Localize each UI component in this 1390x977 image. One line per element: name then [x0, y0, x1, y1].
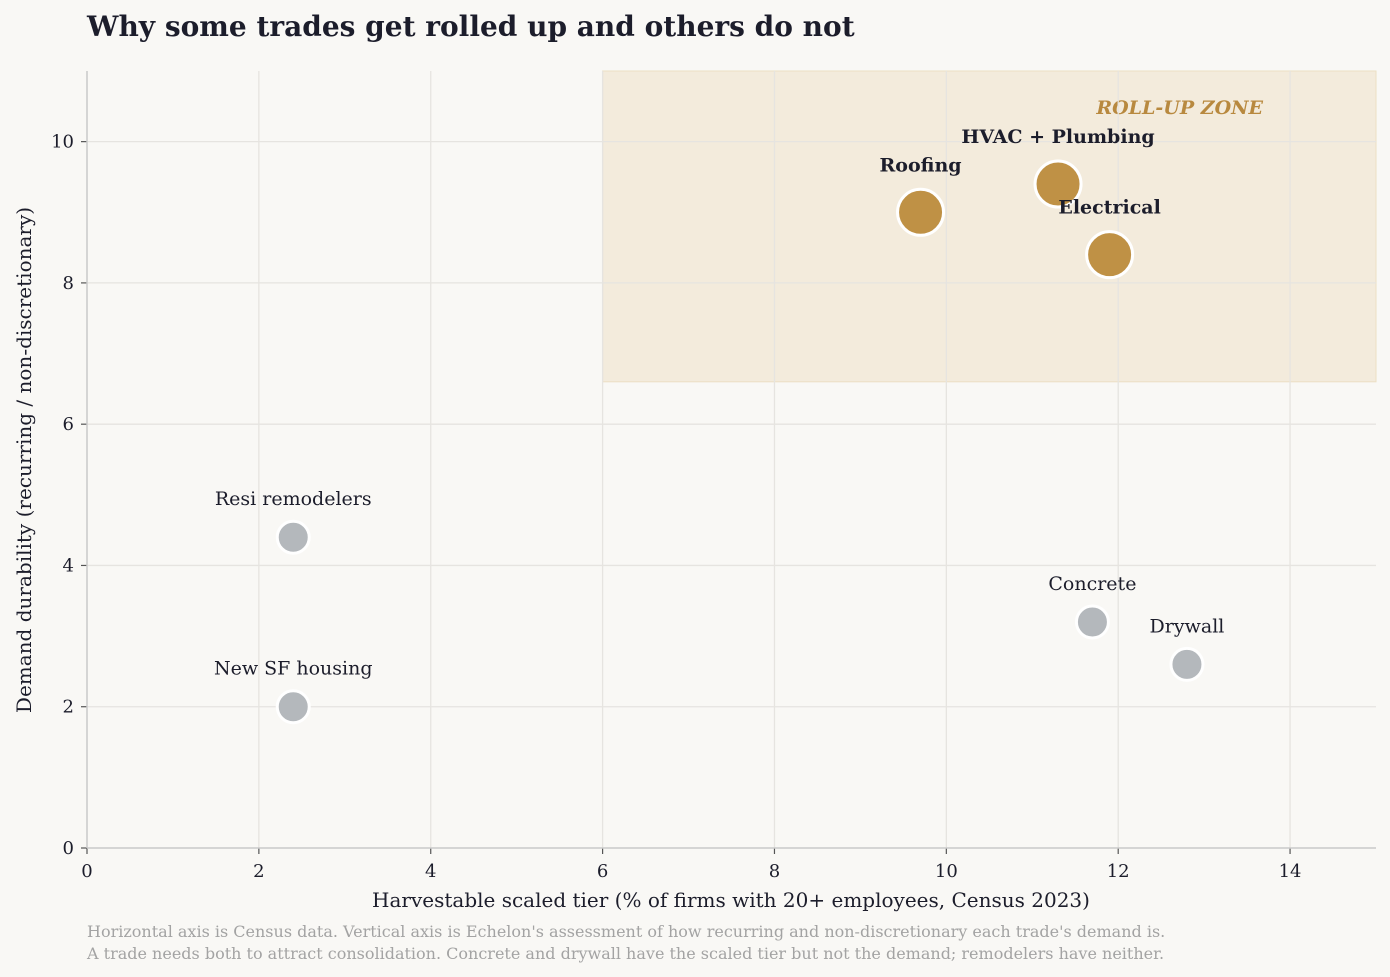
- x-tick-label: 14: [1279, 861, 1302, 882]
- x-axis-label: Harvestable scaled tier (% of firms with…: [372, 888, 1090, 912]
- x-tick-label: 12: [1107, 861, 1130, 882]
- points-layer: [275, 159, 1205, 725]
- x-tick-label: 10: [935, 861, 958, 882]
- x-tick-label: 4: [425, 861, 436, 882]
- x-tick-label: 2: [253, 861, 264, 882]
- highlight-point: [1033, 159, 1083, 209]
- y-tick-label: 8: [63, 273, 74, 294]
- muted-point: [275, 689, 311, 725]
- point-label: Drywall: [1150, 615, 1225, 637]
- muted-point: [1169, 646, 1205, 682]
- point-label: Roofing: [880, 154, 962, 176]
- highlight-point: [1085, 230, 1135, 280]
- y-axis-label: Demand durability (recurring / non-discr…: [12, 207, 36, 713]
- footnote-line-2: A trade needs both to attract consolidat…: [87, 944, 1165, 963]
- footnote-line-1: Horizontal axis is Census data. Vertical…: [87, 922, 1166, 941]
- roll-up-zone: [602, 70, 1377, 383]
- y-tick-label: 4: [63, 555, 74, 576]
- point-label: Resi remodelers: [215, 488, 372, 510]
- roll-up-zone-layer: ROLL-UP ZONE: [602, 70, 1377, 383]
- roll-up-zone-label: ROLL-UP ZONE: [1095, 97, 1263, 119]
- x-tick-label: 6: [597, 861, 608, 882]
- highlight-point: [896, 187, 946, 237]
- y-tick-label: 6: [63, 414, 74, 435]
- y-tick-label: 0: [63, 838, 74, 859]
- y-tick-label: 10: [51, 132, 74, 153]
- y-tick-label: 2: [63, 697, 74, 718]
- axes-layer: 0 2 4 6 8 10 12 14 0 2 4 6 8 10: [51, 71, 1376, 882]
- footnote: Horizontal axis is Census data. Vertical…: [87, 921, 1165, 965]
- muted-point: [1074, 604, 1110, 640]
- point-label: Electrical: [1058, 197, 1160, 219]
- point-labels-layer: HVAC + Plumbing Roofing Electrical Resi rem…: [214, 126, 1224, 680]
- x-tick-label: 8: [769, 861, 780, 882]
- x-tick-label: 0: [81, 861, 92, 882]
- grid-layer: [87, 71, 1376, 848]
- point-label: Concrete: [1048, 573, 1136, 595]
- point-label: New SF housing: [214, 658, 373, 680]
- point-label: HVAC + Plumbing: [961, 126, 1154, 148]
- chart-title: Why some trades get rolled up and others…: [87, 10, 855, 43]
- muted-point: [275, 519, 311, 555]
